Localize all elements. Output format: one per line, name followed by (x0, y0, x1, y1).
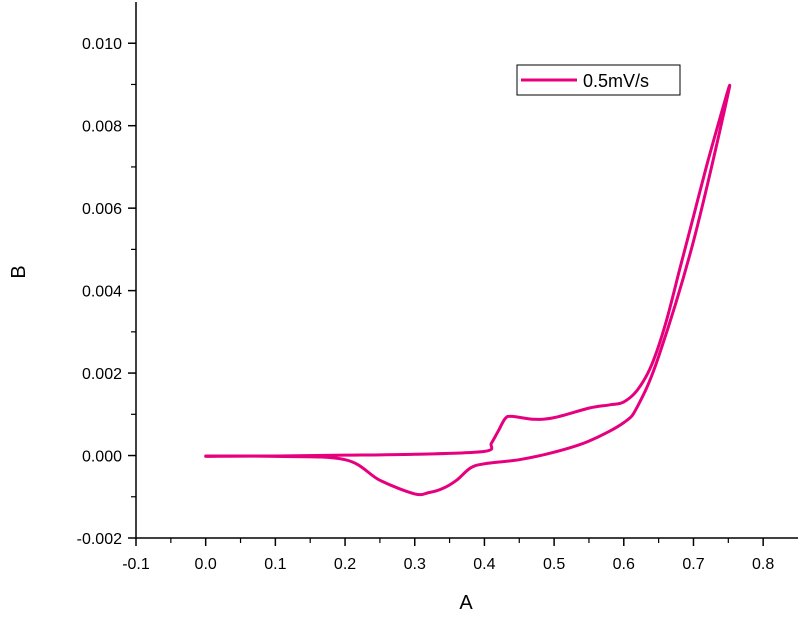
y-tick-label: 0.002 (82, 366, 122, 383)
ticks: -0.1 0.0 0.1 0.2 0.3 0.4 0.5 0.6 0.7 0.8 -0.002 0.0… (77, 36, 775, 573)
legend: 0.5mV/s (516, 64, 681, 96)
y-tick-label: -0.002 (77, 531, 122, 548)
x-tick-label: 0.3 (404, 556, 426, 573)
y-tick-label: 0.004 (82, 284, 122, 301)
y-tick-label: 0.006 (82, 201, 122, 218)
y-tick-label: 0.010 (82, 36, 122, 53)
x-tick-label: -0.1 (122, 556, 150, 573)
series-line (204, 83, 732, 497)
x-tick-label: 0.8 (752, 556, 774, 573)
x-tick-label: 0.7 (682, 556, 704, 573)
plot-area (204, 83, 732, 497)
x-tick-label: 0.0 (195, 556, 217, 573)
x-tick-label: 0.5 (543, 556, 565, 573)
x-tick-label: 0.6 (613, 556, 635, 573)
x-tick-label: 0.2 (334, 556, 356, 573)
x-tick-label: 0.1 (264, 556, 286, 573)
y-tick-label: 0.000 (82, 449, 122, 466)
y-axis-title: B (8, 265, 30, 278)
legend-label: 0.5mV/s (583, 71, 649, 91)
x-axis-title: A (459, 592, 473, 614)
y-tick-label: 0.008 (82, 119, 122, 136)
x-tick-label: 0.4 (473, 556, 495, 573)
axes (135, 2, 798, 539)
